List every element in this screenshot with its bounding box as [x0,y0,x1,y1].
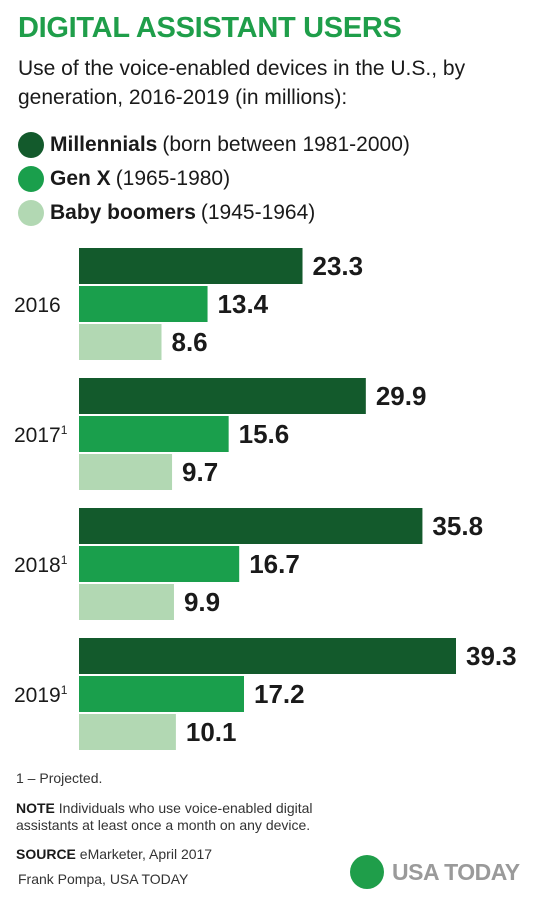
bar [79,248,303,284]
source-text: eMarketer, April 2017 [79,846,213,862]
legend-item-millennials: Millennials (born between 1981-2000) [18,128,410,162]
data-label: 23.3 [313,251,364,281]
bar [79,638,456,674]
data-label: 8.6 [171,327,207,357]
data-label: 17.2 [254,679,305,709]
legend-name: Baby boomers [50,201,196,224]
note-text: Individuals who use voice-enabled digita… [16,800,313,833]
category-label: 20191 [14,683,68,707]
usa-today-logo: USA TODAY [350,855,520,889]
data-label: 29.9 [376,381,427,411]
note: NOTE Individuals who use voice-enabled d… [16,800,376,834]
category-label: 2016 [14,294,61,317]
legend-name: Millennials [50,133,158,156]
chart-title: DIGITAL ASSISTANT USERS [18,12,402,44]
legend-range: (1965-1980) [115,167,231,190]
bar [79,584,174,620]
legend-swatch-millennials [18,132,44,158]
data-label: 16.7 [249,549,300,579]
data-label: 13.4 [218,289,269,319]
credit: Frank Pompa, USA TODAY [18,871,189,887]
legend-range: (born between 1981-2000) [162,133,410,156]
category-superscript: 1 [61,423,68,437]
legend-item-baby-boomers: Baby boomers (1945-1964) [18,196,410,230]
category-superscript: 1 [61,553,68,567]
bar-chart: 2016 23.3 13.4 8.6 20171 29.9 15.6 9.7 20181 35.8… [14,248,517,750]
logo-text: USA TODAY [392,858,520,885]
data-label: 39.3 [466,641,517,671]
bar [79,546,240,582]
category-superscript: 1 [61,683,68,697]
data-label: 15.6 [239,419,290,449]
bar [79,508,423,544]
bar [79,714,176,750]
legend-item-gen-x: Gen X (1965-1980) [18,162,410,196]
bar [79,416,229,452]
bar [79,324,162,360]
data-label: 9.9 [184,587,220,617]
legend-range: (1945-1964) [200,201,316,224]
footnote: 1 – Projected. [16,770,103,786]
data-label: 35.8 [432,511,483,541]
data-label: 10.1 [186,717,237,747]
data-label: 9.7 [182,457,218,487]
bar [79,676,244,712]
note-label: NOTE [16,800,55,816]
legend-name: Gen X [50,167,111,190]
bar [79,286,208,322]
category-label: 20181 [14,553,68,577]
legend-swatch-gen-x [18,166,44,192]
category-label: 20171 [14,423,68,447]
source-label: SOURCE [16,846,76,862]
bar [79,378,366,414]
bar [79,454,173,490]
legend: Millennials (born between 1981-2000) Gen… [18,128,410,230]
logo-dot-icon [350,855,384,889]
source: SOURCE eMarketer, April 2017 [16,846,212,862]
chart-subtitle: Use of the voice-enabled devices in the … [18,57,466,109]
legend-swatch-baby-boomers [18,200,44,226]
